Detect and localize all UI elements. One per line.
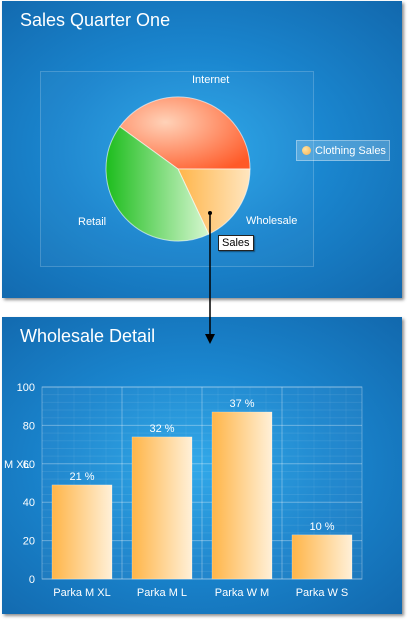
pie-slice-internet[interactable] (119, 96, 251, 170)
x-tick-label: Parka M XL (53, 587, 110, 599)
pie-chart-panel: Sales Quarter One Internet Wholesale Ret… (2, 1, 402, 298)
legend-entry: Clothing Sales (315, 144, 386, 157)
pie-legend: Clothing Sales (296, 140, 390, 161)
pie-chart-title: Sales Quarter One (20, 10, 171, 30)
pie-label-retail: Retail (78, 216, 107, 228)
pie-plot-area (40, 71, 314, 267)
pie-chart (105, 96, 251, 242)
bar-data-label: 32 % (149, 423, 174, 435)
y-tick-label: 100 (17, 382, 35, 394)
y-tick-label: 20 (23, 536, 35, 548)
y-tick-label: 60 (23, 459, 35, 471)
bar-chart-title: Wholesale Detail (20, 326, 156, 346)
bar-chart-panel: Wholesale Detail 0 20 40 60 80 100 M XL 21 % Par… (2, 317, 402, 614)
bar-data-label: 10 % (309, 521, 334, 533)
bar-parka-m-xl[interactable] (51, 484, 113, 580)
x-tick-label: Parka W M (215, 587, 269, 599)
pie-slice-retail[interactable] (105, 125, 210, 242)
pie-label-internet: Internet (192, 74, 230, 86)
x-tick-label: Parka M L (137, 587, 187, 599)
pie-slice-wholesale[interactable] (177, 168, 251, 235)
pie-label-wholesale: Wholesale (246, 215, 298, 227)
bar-parka-w-m[interactable] (211, 411, 273, 580)
y-tick-label: 80 (23, 420, 35, 432)
bar-data-label: 21 % (69, 471, 94, 483)
bar-chart: 0 20 40 60 80 100 M XL 21 % Parka M XL 32 % Parka … (4, 382, 363, 599)
y-axis-label: M XL (4, 459, 30, 471)
bar-parka-w-s[interactable] (291, 534, 353, 580)
bar-data-label: 37 % (229, 398, 254, 410)
y-tick-label: 40 (23, 497, 35, 509)
bar-parka-m-l[interactable] (131, 436, 193, 580)
sales-callout: Sales (218, 235, 254, 251)
legend-swatch-icon (302, 146, 311, 155)
x-tick-label: Parka W S (296, 587, 349, 599)
y-tick-label: 0 (29, 574, 35, 586)
